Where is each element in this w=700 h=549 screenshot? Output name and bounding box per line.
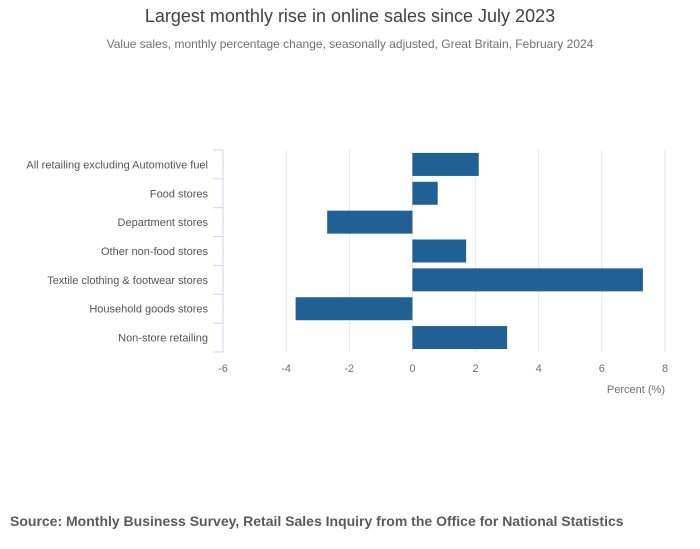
- y-category-label: Other non-food stores: [101, 246, 209, 258]
- y-category-label: Household goods stores: [89, 304, 208, 316]
- x-axis: -6 -4 -2 0 2 4 6 8: [218, 363, 668, 375]
- y-category-label: Department stores: [118, 217, 209, 229]
- y-category-label: Non-store retailing: [118, 333, 208, 345]
- bars: [295, 152, 643, 350]
- source-note: Source: Monthly Business Survey, Retail …: [10, 513, 624, 529]
- x-tick-label: 2: [473, 363, 479, 375]
- bar[interactable]: [412, 326, 508, 350]
- chart-subtitle: Value sales, monthly percentage change, …: [106, 37, 594, 51]
- y-axis: All retailing excluding Automotive fuel F…: [26, 149, 224, 353]
- bar[interactable]: [295, 297, 413, 321]
- x-tick-label: 8: [662, 363, 668, 375]
- y-category-label: Food stores: [150, 188, 209, 200]
- chart-title: Largest monthly rise in online sales sin…: [144, 6, 556, 26]
- y-category-label: All retailing excluding Automotive fuel: [26, 159, 208, 171]
- x-tick-label: 4: [536, 363, 542, 375]
- x-tick-label: -2: [344, 363, 354, 375]
- x-tick-label: -4: [281, 363, 291, 375]
- x-tick-label: 0: [409, 363, 415, 375]
- bar[interactable]: [327, 210, 413, 234]
- bar[interactable]: [412, 152, 479, 176]
- bar[interactable]: [412, 181, 438, 205]
- x-axis-title: Percent (%): [607, 384, 665, 396]
- x-tick-label: -6: [218, 363, 228, 375]
- y-category-label: Textile clothing & footwear stores: [47, 275, 208, 287]
- bar[interactable]: [412, 268, 643, 292]
- bar[interactable]: [412, 239, 467, 263]
- x-tick-label: 6: [599, 363, 605, 375]
